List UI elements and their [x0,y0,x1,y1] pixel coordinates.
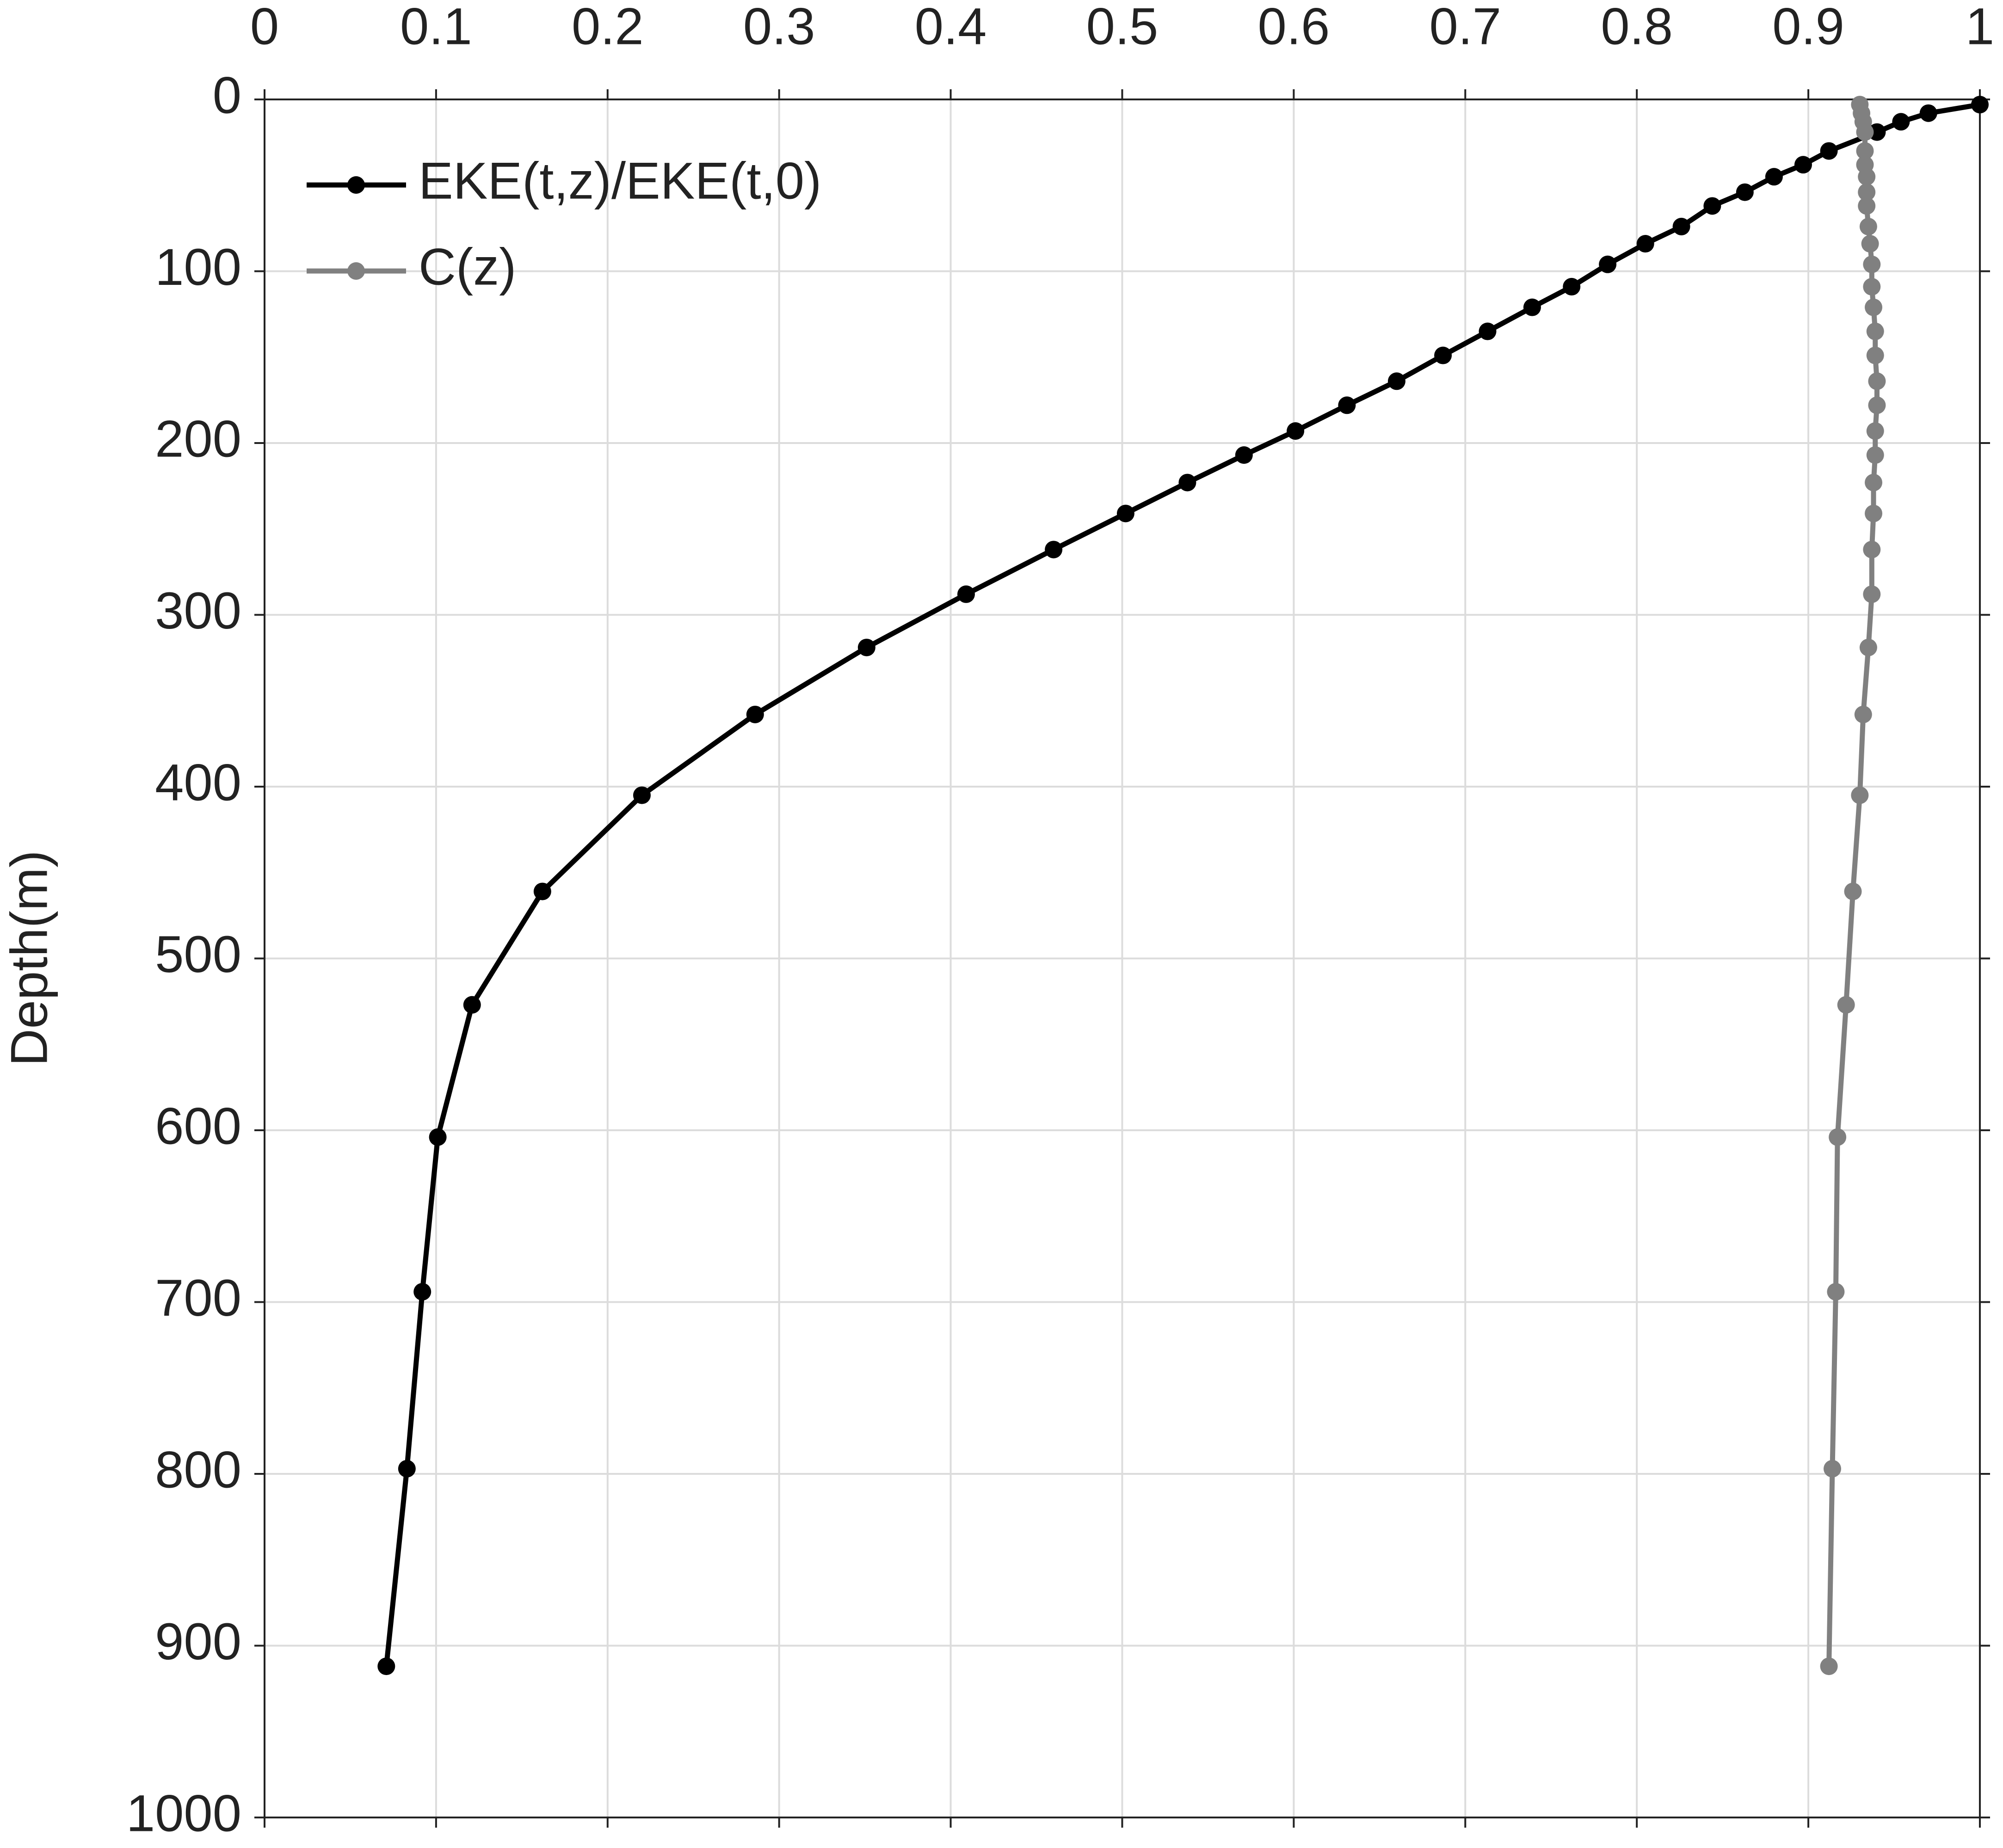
y-tick-label: 500 [155,925,241,983]
point [1523,298,1541,316]
y-axis-label: Depth(m) [0,850,58,1066]
point [746,705,764,723]
point [1866,422,1884,440]
y-tick-label: 300 [155,582,241,640]
legend-marker [347,262,365,280]
point [1865,298,1883,316]
point [1434,346,1452,364]
y-tick-label: 400 [155,754,241,812]
point [1844,882,1862,900]
point [1865,505,1883,523]
x-tick-label: 0.6 [1258,0,1330,55]
point [1703,197,1721,215]
point [1829,1128,1847,1146]
x-tick-label: 0 [250,0,279,55]
point [1861,235,1879,253]
point [1837,996,1855,1014]
point [1479,322,1497,340]
x-tick-label: 0.1 [400,0,472,55]
point [1858,168,1876,186]
point [1858,183,1876,201]
x-tick-label: 0.7 [1429,0,1501,55]
point [1868,372,1886,390]
point [957,585,975,603]
point [1863,585,1881,603]
point [398,1460,416,1478]
point [1824,1460,1842,1478]
x-tick-label: 0.3 [743,0,815,55]
point [1866,446,1884,464]
y-tick-label: 1000 [126,1785,241,1842]
point [1851,786,1869,804]
y-tick-label: 600 [155,1097,241,1155]
point [1859,217,1877,235]
point [377,1657,395,1676]
y-tick-label: 900 [155,1613,241,1670]
series-line [383,102,1980,1667]
point [1866,346,1884,364]
point [1235,446,1253,464]
point [1045,541,1063,559]
point [1563,277,1581,296]
legend-label: EKE(t,z)/EKE(t,0) [419,152,821,210]
x-tick-label: 0.5 [1086,0,1159,55]
point [1858,197,1876,215]
point [1178,474,1196,492]
point [413,1283,431,1301]
point [463,996,481,1014]
point [1856,142,1874,160]
point [1736,183,1754,201]
x-tick-label: 0.8 [1601,0,1673,55]
point [857,639,875,657]
y-tick-label: 200 [155,410,241,468]
point [429,1128,447,1146]
point [1338,396,1356,414]
point [1863,277,1881,296]
point [1971,96,1989,114]
point [1599,255,1617,273]
x-tick-label: 0.2 [572,0,644,55]
point [1287,422,1305,440]
y-tick-label: 0 [213,67,241,124]
legend-marker [347,176,365,194]
point [1868,123,1886,141]
point [1636,235,1654,253]
point [533,882,551,900]
point [1868,396,1886,414]
y-tick-label: 700 [155,1269,241,1327]
point [633,786,651,804]
point [1820,1657,1838,1676]
point [1820,142,1838,160]
point [1865,474,1883,492]
point [1859,639,1877,657]
point [1866,322,1884,340]
legend-label: C(z) [419,238,516,296]
point [1892,113,1910,131]
x-tick-label: 0.4 [915,0,987,55]
point [1794,156,1812,174]
point [1854,705,1872,723]
y-tick-label: 800 [155,1441,241,1499]
point [1863,255,1881,273]
point [1672,217,1690,235]
point [1863,541,1881,559]
point [1765,168,1783,186]
y-tick-label: 100 [155,238,241,296]
point [1919,104,1937,122]
x-tick-label: 0.9 [1772,0,1844,55]
point [1827,1283,1845,1301]
x-tick-label: 1 [1966,0,1994,55]
point [1116,505,1134,523]
point [1856,123,1874,141]
point [1387,372,1405,390]
